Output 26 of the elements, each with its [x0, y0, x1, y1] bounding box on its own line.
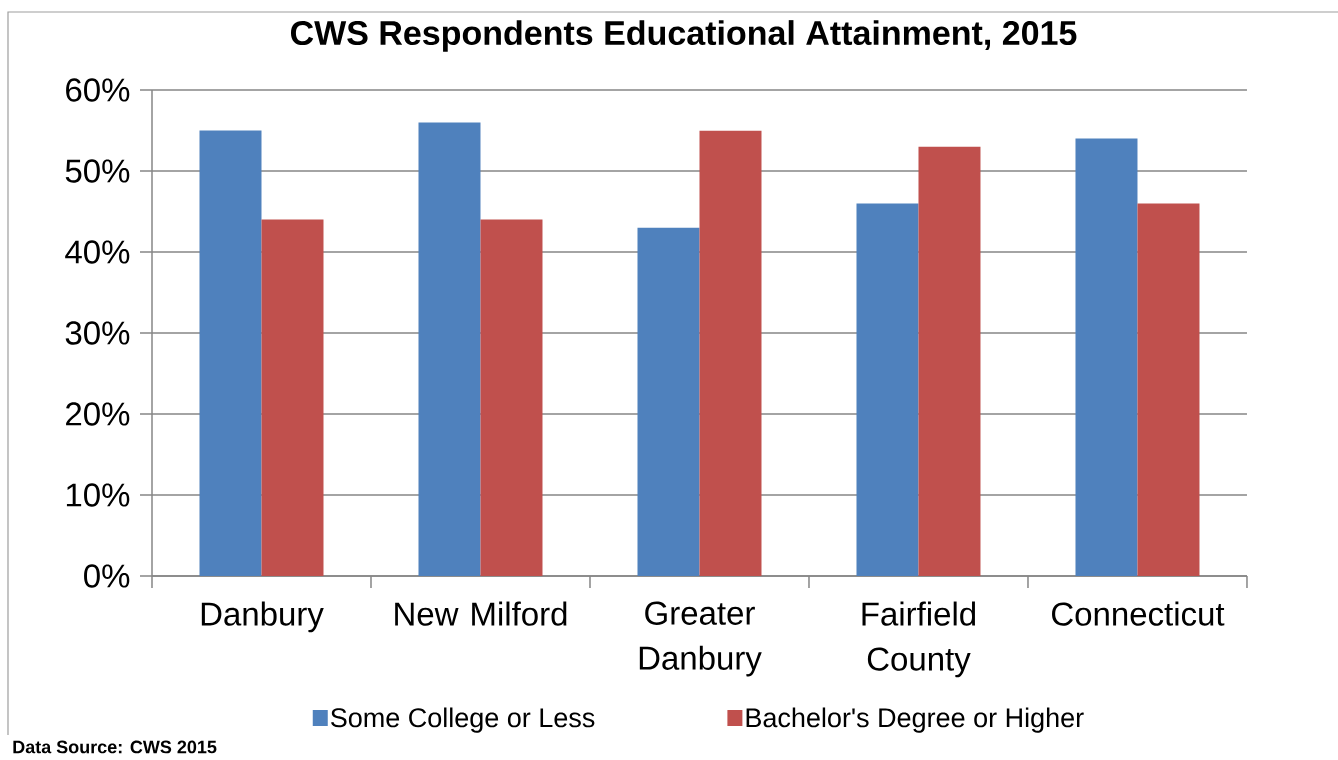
- y-tick-label: 50%: [65, 159, 130, 183]
- bar: [918, 146, 981, 576]
- y-tick-label: 60%: [66, 78, 130, 102]
- y-tick-label: 20%: [66, 402, 130, 426]
- bar: [856, 203, 919, 576]
- bar: [1075, 138, 1138, 576]
- x-tick-label: Greater Danbury: [639, 601, 762, 677]
- y-tick-label: 10%: [66, 483, 130, 507]
- y-tick-label: 30%: [65, 321, 130, 345]
- x-tick-label: Fairfield County: [862, 601, 976, 678]
- bar: [699, 130, 762, 576]
- bar: [261, 219, 324, 576]
- legend-label: Bachelor's Degree or Higher: [746, 707, 1084, 733]
- y-tick-label: 40%: [65, 240, 130, 264]
- x-tick-label: New Milford: [395, 601, 567, 626]
- bar: [637, 227, 700, 576]
- chart-title: CWS Respondents Educational Attainment, 2015: [290, 20, 1077, 52]
- legend-label: Some College or Less: [330, 707, 595, 733]
- bar: [480, 219, 543, 576]
- y-tick-label: 0%: [84, 564, 130, 588]
- bar: [199, 130, 262, 576]
- x-tick-label: Danbury: [201, 601, 324, 633]
- bar: [418, 122, 481, 576]
- bar: [1137, 203, 1200, 576]
- source-note: Data Source: CWS 2015: [13, 740, 217, 754]
- x-tick-label: Connecticut: [1052, 601, 1225, 626]
